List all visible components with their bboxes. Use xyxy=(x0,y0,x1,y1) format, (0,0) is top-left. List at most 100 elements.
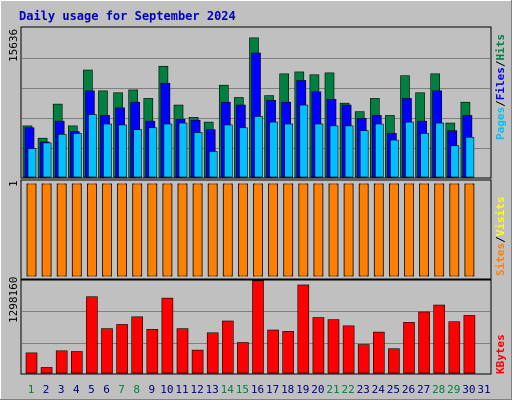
bar-visits-day-10 xyxy=(162,183,173,277)
bar-kbytes-day-19 xyxy=(297,284,310,374)
bar-visits-day-9 xyxy=(147,183,158,277)
bar-sites-day-27 xyxy=(421,183,427,277)
bar-visits-day-23 xyxy=(358,183,369,277)
x-label-day-13: 13 xyxy=(206,383,219,396)
x-axis-labels: 1 2 3 4 5 6 7 8 9 10 11 12 13 14 15 16 17 18 19 20 21 22 23 24 2… xyxy=(28,383,491,396)
x-label-day-31: 31 xyxy=(477,383,490,396)
middle-legend: Sites/Visits xyxy=(494,197,507,277)
legend-kbytes: KBytes xyxy=(494,334,507,374)
middle-panel-bars xyxy=(26,183,475,277)
legend-files: Files xyxy=(494,67,507,100)
bar-kbytes-day-24 xyxy=(372,331,385,374)
bar-sites-day-10 xyxy=(164,183,171,277)
bar-pages-day-25 xyxy=(390,139,399,178)
bar-visits-day-4 xyxy=(71,183,82,277)
bar-pages-day-30 xyxy=(465,136,475,178)
bar-kbytes-day-7 xyxy=(116,324,128,374)
bar-sites-day-7 xyxy=(119,183,125,277)
x-label-day-18: 18 xyxy=(281,383,294,396)
legend-hits: Hits xyxy=(494,34,507,61)
bar-pages-day-20 xyxy=(314,123,324,178)
bar-visits-day-27 xyxy=(419,183,430,277)
bar-visits-day-28 xyxy=(434,183,445,277)
bar-kbytes-day-23 xyxy=(357,344,370,374)
bar-pages-day-26 xyxy=(405,121,414,178)
bar-pages-day-21 xyxy=(329,125,339,178)
x-label-day-1: 1 xyxy=(28,383,35,396)
legend-sites: Sites xyxy=(494,243,507,276)
bar-kbytes-day-27 xyxy=(418,311,430,374)
bar-visits-day-14 xyxy=(222,183,233,277)
x-label-day-19: 19 xyxy=(296,383,309,396)
x-label-day-17: 17 xyxy=(266,383,279,396)
bar-kbytes-day-10 xyxy=(161,297,174,374)
x-label-day-10: 10 xyxy=(160,383,173,396)
bar-visits-day-13 xyxy=(207,183,218,277)
bar-visits-day-19 xyxy=(298,183,309,277)
bar-visits-day-30 xyxy=(464,183,475,277)
bar-sites-day-11 xyxy=(179,183,186,277)
bar-pages-day-28 xyxy=(435,122,445,178)
bar-kbytes-day-20 xyxy=(312,317,325,374)
x-label-day-15: 15 xyxy=(236,383,249,396)
legend-sep-2: / xyxy=(494,60,507,67)
bar-kbytes-day-26 xyxy=(403,322,415,374)
x-label-day-4: 4 xyxy=(73,383,80,396)
bar-sites-day-17 xyxy=(270,183,276,277)
legend-pages: Pages xyxy=(494,107,507,140)
bar-sites-day-29 xyxy=(451,183,458,277)
x-label-day-25: 25 xyxy=(387,383,400,396)
bar-pages-day-19 xyxy=(299,104,309,178)
bar-kbytes-day-8 xyxy=(131,316,143,374)
bar-sites-day-22 xyxy=(345,183,352,277)
bottom-legend: KBytes xyxy=(494,334,507,374)
bottom-y-max-label: 1298160 xyxy=(7,277,20,323)
bar-sites-day-1 xyxy=(28,183,35,277)
bar-pages-day-5 xyxy=(88,114,97,178)
x-label-day-22: 22 xyxy=(341,383,354,396)
bar-kbytes-day-17 xyxy=(267,329,279,374)
top-panel-bars xyxy=(22,37,475,178)
bar-sites-day-18 xyxy=(285,183,291,277)
bar-sites-day-6 xyxy=(104,183,110,277)
middle-y-max-label: 1 xyxy=(7,180,20,187)
bar-sites-day-20 xyxy=(315,183,322,277)
bar-kbytes-day-14 xyxy=(222,320,234,374)
bar-visits-day-29 xyxy=(449,183,460,277)
x-label-day-30: 30 xyxy=(462,383,475,396)
bar-sites-day-26 xyxy=(406,183,412,277)
bar-kbytes-day-12 xyxy=(191,349,204,374)
bar-pages-day-6 xyxy=(103,123,112,178)
legend-sep-1: / xyxy=(494,100,507,107)
bar-visits-day-20 xyxy=(313,183,324,277)
bar-sites-day-3 xyxy=(58,183,65,277)
top-y-max-label: 15636 xyxy=(7,29,20,62)
x-label-day-21: 21 xyxy=(326,383,339,396)
legend-sep-3: / xyxy=(494,236,507,243)
bar-pages-day-11 xyxy=(178,122,188,178)
x-label-day-26: 26 xyxy=(402,383,415,396)
bar-sites-day-9 xyxy=(149,183,156,277)
bar-visits-day-22 xyxy=(343,183,354,277)
x-label-day-28: 28 xyxy=(432,383,445,396)
bar-sites-day-4 xyxy=(74,183,80,277)
bar-sites-day-5 xyxy=(89,183,95,277)
x-label-day-3: 3 xyxy=(58,383,65,396)
bar-kbytes-day-1 xyxy=(25,352,38,374)
bar-kbytes-day-9 xyxy=(146,329,159,374)
bar-sites-day-28 xyxy=(436,183,442,277)
bar-kbytes-day-4 xyxy=(71,351,83,374)
x-label-day-2: 2 xyxy=(43,383,50,396)
bar-visits-day-25 xyxy=(388,183,399,277)
bar-pages-day-8 xyxy=(133,129,142,178)
x-label-day-24: 24 xyxy=(372,383,386,396)
bar-kbytes-day-6 xyxy=(101,328,113,374)
x-label-day-11: 11 xyxy=(175,383,188,396)
bar-sites-day-30 xyxy=(466,183,473,277)
top-legend: Pages/Files/Hits xyxy=(494,34,507,140)
bar-pages-day-16 xyxy=(254,116,263,178)
bar-visits-day-2 xyxy=(41,183,52,277)
bar-sites-day-24 xyxy=(376,183,382,277)
bar-pages-day-27 xyxy=(420,133,429,178)
x-label-day-6: 6 xyxy=(103,383,110,396)
